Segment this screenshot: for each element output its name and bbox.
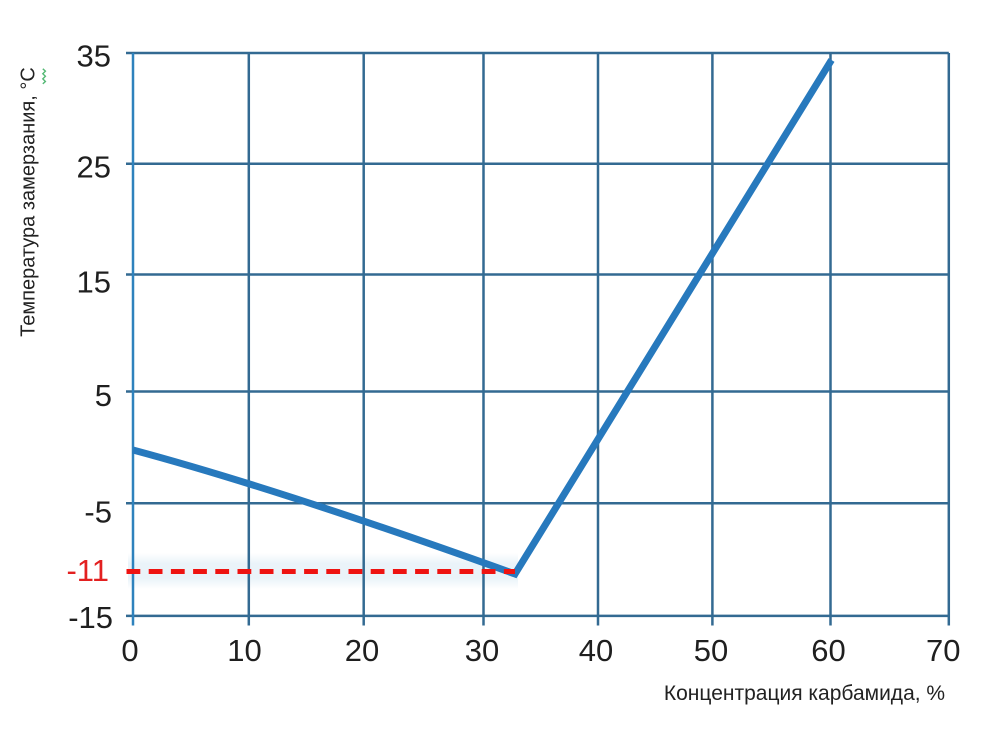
svg-text:10: 10	[227, 633, 261, 668]
svg-text:Концентрация карбамида, %: Концентрация карбамида, %	[664, 682, 945, 705]
svg-text:40: 40	[579, 633, 613, 668]
svg-text:5: 5	[95, 378, 112, 413]
svg-text:-11: -11	[66, 553, 109, 588]
svg-text:60: 60	[811, 633, 845, 668]
svg-text:20: 20	[345, 633, 379, 668]
svg-text:25: 25	[77, 150, 111, 185]
svg-text:30: 30	[465, 633, 499, 668]
svg-text:-5: -5	[84, 495, 112, 530]
svg-text:50: 50	[694, 633, 728, 668]
svg-text:Температура замерзания, °C: Температура замерзания, °C	[17, 67, 39, 337]
svg-text:35: 35	[77, 38, 111, 73]
svg-text:0: 0	[121, 633, 138, 668]
svg-text:-15: -15	[68, 600, 113, 635]
svg-text:15: 15	[77, 265, 111, 300]
svg-text:70: 70	[926, 633, 960, 668]
